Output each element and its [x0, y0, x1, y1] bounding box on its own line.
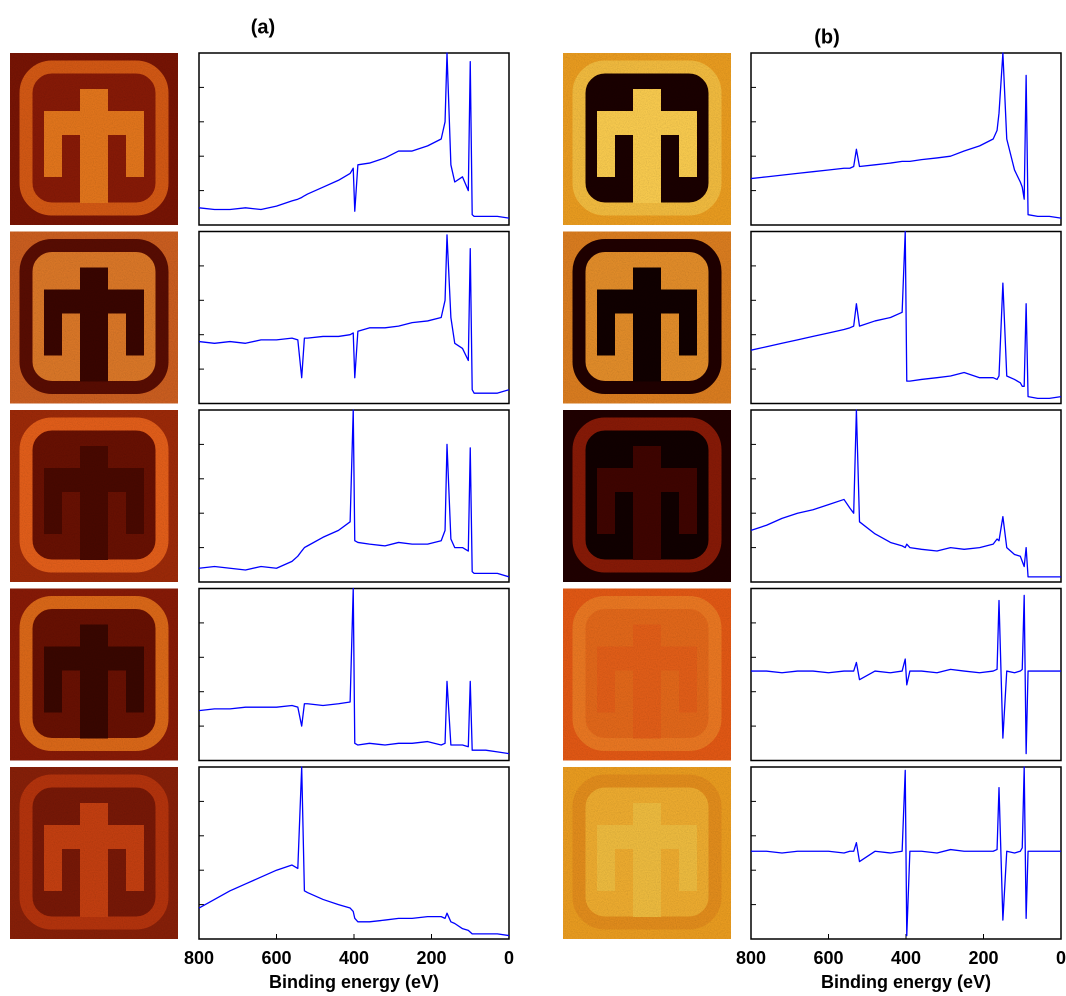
map-image	[563, 53, 731, 225]
map-image	[10, 231, 178, 404]
spectrum-line	[750, 230, 1062, 399]
x-tick-label: 400	[891, 948, 921, 968]
x-tick-label: 400	[339, 948, 369, 968]
plot-frame	[198, 587, 510, 762]
panel-label: (a)	[251, 16, 275, 38]
image-noise	[10, 410, 178, 582]
x-tick-label: 600	[261, 948, 291, 968]
panel-label: (b)	[814, 26, 840, 48]
x-tick-label: 800	[184, 948, 214, 968]
x-tick-label: 0	[504, 948, 514, 968]
plot-frame	[750, 52, 1062, 226]
map-image	[563, 231, 731, 404]
image-noise	[563, 767, 731, 939]
plot-frame	[198, 230, 510, 405]
image-noise	[10, 231, 178, 404]
spectrum-line	[751, 594, 1061, 755]
image-noise	[10, 588, 178, 761]
plot-frame	[750, 587, 1062, 762]
x-tick-label: 0	[1056, 948, 1066, 968]
image-noise	[10, 767, 178, 939]
spectrum-line	[198, 52, 510, 219]
x-axis-label: Binding energy (eV)	[269, 972, 439, 992]
map-image	[563, 767, 731, 939]
spectrum-line	[751, 766, 1061, 937]
image-noise	[563, 231, 731, 404]
x-tick-label: 800	[736, 948, 766, 968]
x-tick-label: 200	[968, 948, 998, 968]
spectrum-line	[198, 766, 510, 937]
map-image	[10, 767, 178, 939]
spectrum-line	[198, 234, 510, 394]
map-image	[10, 410, 178, 582]
x-tick-label: 600	[813, 948, 843, 968]
plot-frame	[198, 409, 510, 583]
image-noise	[563, 588, 731, 761]
x-axis-label: Binding energy (eV)	[821, 972, 991, 992]
map-image	[10, 53, 178, 225]
plot-frame	[750, 409, 1062, 583]
x-tick-label: 200	[416, 948, 446, 968]
map-image	[563, 588, 731, 761]
spectrum-line	[750, 52, 1062, 219]
image-noise	[563, 53, 731, 225]
image-noise	[563, 410, 731, 582]
map-image	[10, 588, 178, 761]
spectrum-line	[198, 409, 510, 578]
map-image	[563, 410, 731, 582]
spectrum-line	[750, 409, 1061, 578]
spectrum-line	[198, 587, 510, 755]
plot-frame	[750, 230, 1062, 405]
image-noise	[10, 53, 178, 225]
plot-frame	[198, 52, 510, 226]
